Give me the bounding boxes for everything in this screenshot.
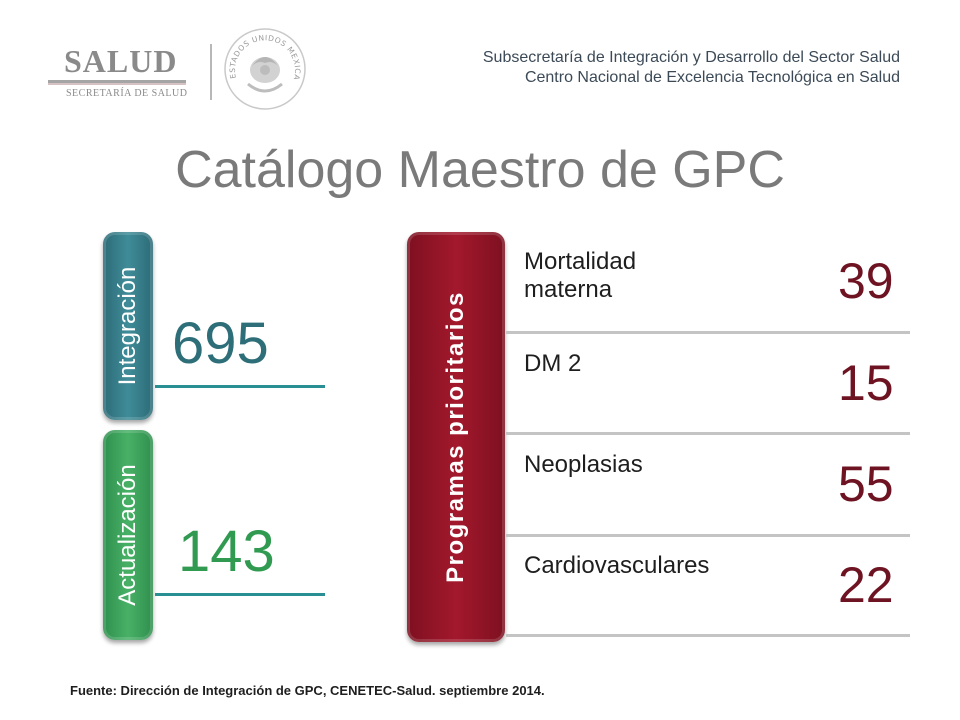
mexico-seal-icon: ESTADOS UNIDOS MEXICANOS bbox=[222, 26, 306, 110]
logo-rule-accent bbox=[48, 83, 186, 85]
program-label-mortalidad: Mortalidad materna bbox=[524, 248, 637, 303]
integracion-value: 695 bbox=[172, 311, 269, 376]
program-label-dm2: DM 2 bbox=[524, 350, 582, 377]
program-value-neoplasias: 55 bbox=[838, 456, 894, 512]
actualizacion-underline bbox=[155, 593, 325, 596]
logo-rule bbox=[48, 80, 186, 83]
program-label-neoplasias: Neoplasias bbox=[524, 451, 643, 478]
tab-integracion-label: Integración bbox=[114, 266, 141, 386]
program-label-cardiovasculares: Cardiovasculares bbox=[524, 552, 710, 579]
program-divider bbox=[506, 331, 910, 334]
tab-integracion: Integración bbox=[103, 232, 153, 420]
program-divider bbox=[506, 432, 910, 435]
logo-divider bbox=[210, 44, 212, 100]
page-title: Catálogo Maestro de GPC bbox=[175, 141, 785, 199]
tab-programas-prioritarios: Programas prioritarios bbox=[407, 232, 505, 642]
program-divider bbox=[506, 634, 910, 637]
integracion-underline bbox=[155, 385, 325, 388]
logo-main-text: SALUD bbox=[64, 43, 178, 79]
tab-actualizacion: Actualización bbox=[103, 430, 153, 640]
header-institution-text: Subsecretaría de Integración y Desarroll… bbox=[483, 48, 900, 88]
tab-programas-label: Programas prioritarios bbox=[442, 291, 469, 583]
logo-sub-text: SECRETARÍA DE SALUD bbox=[66, 88, 188, 99]
program-value-mortalidad: 39 bbox=[838, 253, 894, 309]
program-value-cardiovasculares: 22 bbox=[838, 557, 894, 613]
header-line-2: Centro Nacional de Excelencia Tecnológic… bbox=[524, 69, 900, 86]
actualizacion-value: 143 bbox=[178, 519, 275, 584]
program-divider bbox=[506, 534, 910, 537]
program-value-dm2: 15 bbox=[838, 355, 894, 411]
salud-logo: SALUD SECRETARÍA DE SALUD bbox=[40, 40, 190, 102]
tab-actualizacion-label: Actualización bbox=[114, 464, 141, 606]
header-line-1: Subsecretaría de Integración y Desarroll… bbox=[482, 49, 900, 66]
footer-source: Fuente: Dirección de Integración de GPC,… bbox=[70, 683, 545, 698]
